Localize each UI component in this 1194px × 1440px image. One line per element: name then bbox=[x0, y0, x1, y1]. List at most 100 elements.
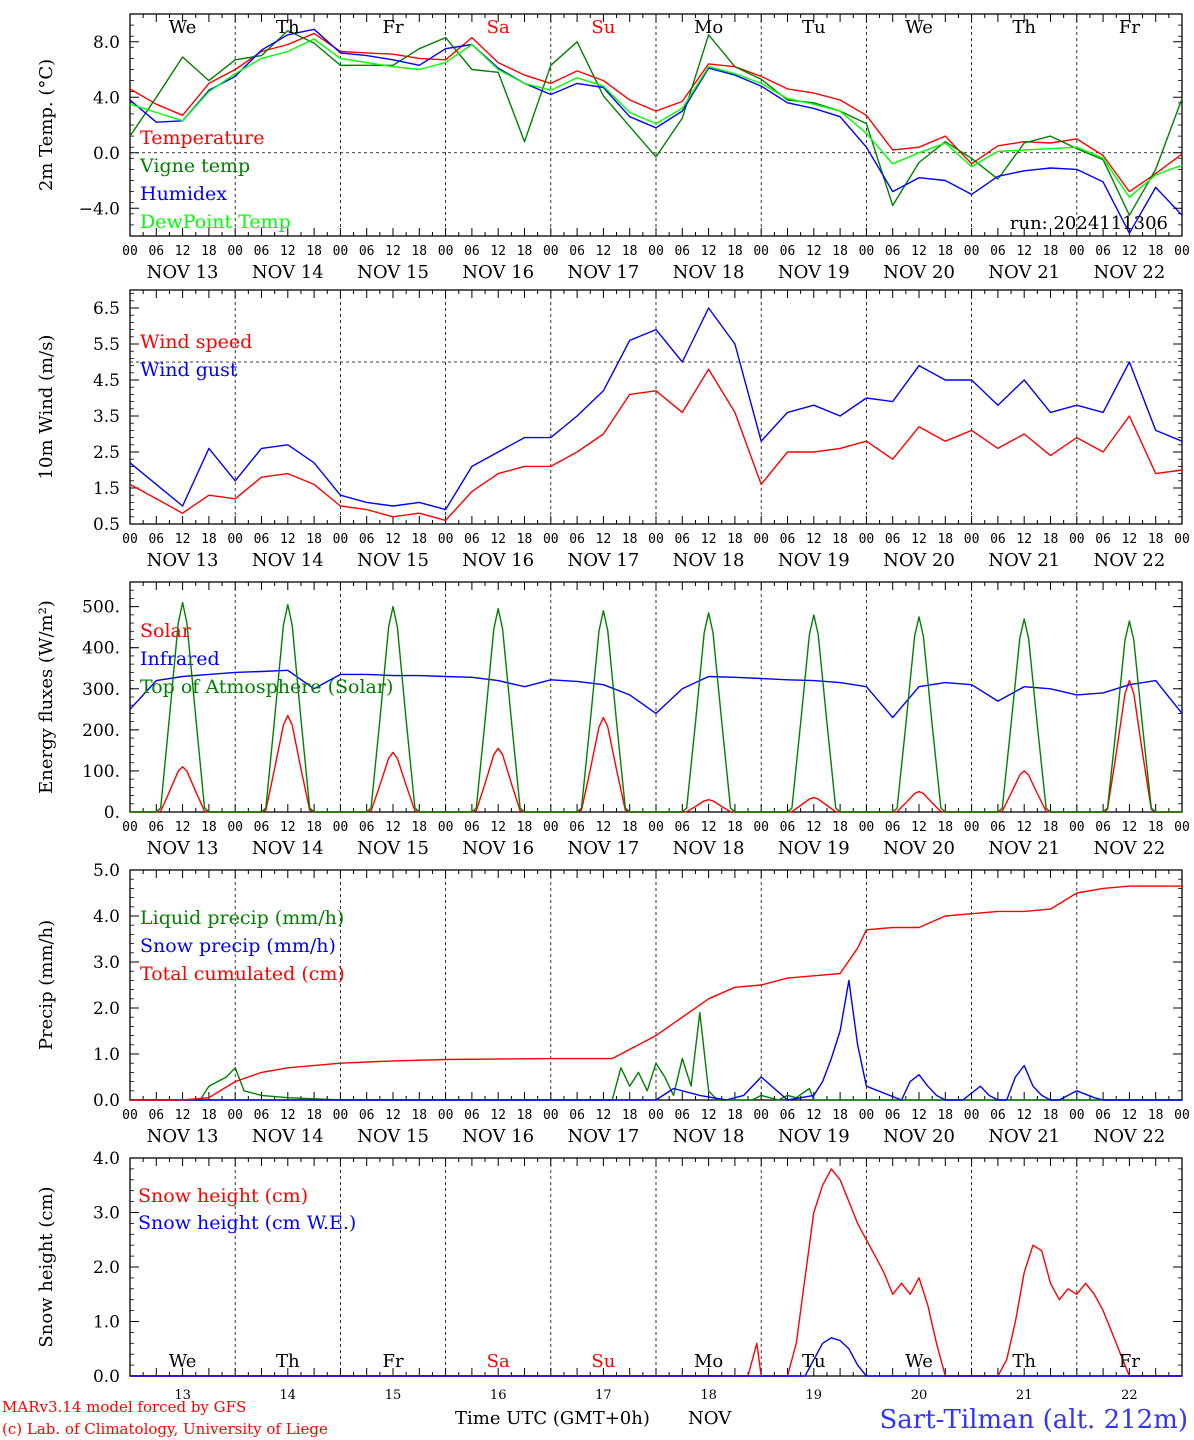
precip-ytick-label: 1.0 bbox=[93, 1045, 120, 1065]
wind-date-label: NOV 14 bbox=[252, 550, 324, 571]
energy-hour-label: 18 bbox=[306, 820, 322, 835]
temp-hour-label: 18 bbox=[832, 244, 848, 259]
panel-precip: 0.0 1.0 2.0 3.0 4.0 5.0 Precip (mm/h) Liquid pr… bbox=[36, 861, 1190, 1147]
precip-hour-label: 06 bbox=[359, 1108, 375, 1123]
model-credit: MARv3.14 model forced by GFS bbox=[2, 1398, 246, 1416]
temp-hour-label: 18 bbox=[1148, 244, 1164, 259]
wind-series-1 bbox=[129, 307, 1183, 511]
energy-hour-label: 12 bbox=[701, 820, 717, 835]
precip-hour-label: 06 bbox=[148, 1108, 164, 1123]
precip-hour-label: 18 bbox=[201, 1108, 217, 1123]
temp-hour-label: 00 bbox=[333, 244, 349, 259]
wind-hour-label: 06 bbox=[464, 532, 480, 547]
panel-temp: −4.0 0.0 4.0 8.0 2m Temp. (°C) Temperature Vig… bbox=[36, 13, 1190, 283]
bottom-day-label: 15 bbox=[385, 1388, 402, 1403]
energy-hour-label: 06 bbox=[1095, 820, 1111, 835]
temp-weekday-label: Fr bbox=[382, 17, 403, 38]
temp-hour-label: 06 bbox=[780, 244, 796, 259]
month-label: NOV bbox=[688, 1408, 732, 1429]
temp-hour-label: 18 bbox=[306, 244, 322, 259]
temp-date-label: NOV 18 bbox=[673, 262, 745, 283]
precip-date-label: NOV 13 bbox=[147, 1126, 219, 1147]
wind-hour-label: 12 bbox=[1122, 532, 1138, 547]
energy-hour-label: 06 bbox=[148, 820, 164, 835]
precip-series-0 bbox=[130, 1011, 1182, 1101]
wind-hour-label: 00 bbox=[1069, 532, 1085, 547]
temp-weekday-label: Su bbox=[591, 17, 615, 38]
precip-hour-label: 00 bbox=[438, 1108, 454, 1123]
temp-series-0 bbox=[129, 32, 1183, 193]
temp-hour-label: 06 bbox=[885, 244, 901, 259]
temp-hour-label: 00 bbox=[648, 244, 664, 259]
snow-weekday-label: We bbox=[169, 1351, 197, 1372]
wind-legend-1: Wind gust bbox=[140, 359, 238, 381]
energy-ytick-label: 500. bbox=[82, 598, 120, 618]
temp-hour-label: 06 bbox=[148, 244, 164, 259]
wind-ytick-label: 4.5 bbox=[93, 371, 120, 391]
precip-date-label: NOV 16 bbox=[462, 1126, 534, 1147]
precip-hour-label: 18 bbox=[832, 1108, 848, 1123]
snow-weekday-label: Th bbox=[1012, 1351, 1036, 1372]
precip-hour-label: 00 bbox=[648, 1108, 664, 1123]
bottom-day-label: 19 bbox=[806, 1388, 823, 1403]
energy-ytick-label: 400. bbox=[82, 639, 120, 659]
wind-hour-label: 06 bbox=[1095, 532, 1111, 547]
snow-ylabel: Snow height (cm) bbox=[36, 1186, 57, 1347]
precip-ytick-label: 2.0 bbox=[93, 999, 120, 1019]
precip-hour-label: 18 bbox=[1148, 1108, 1164, 1123]
precip-hour-label: 18 bbox=[727, 1108, 743, 1123]
energy-hour-label: 18 bbox=[622, 820, 638, 835]
precip-hour-label: 12 bbox=[1016, 1108, 1032, 1123]
energy-hour-label: 00 bbox=[648, 820, 664, 835]
bottom-day-label: 17 bbox=[595, 1388, 612, 1403]
snow-series-1 bbox=[130, 1337, 1182, 1377]
wind-legend-0: Wind speed bbox=[140, 331, 252, 353]
bottom-day-label: 14 bbox=[280, 1388, 297, 1403]
wind-date-label: NOV 18 bbox=[673, 550, 745, 571]
wind-hour-label: 18 bbox=[937, 532, 953, 547]
temp-date-label: NOV 19 bbox=[778, 262, 850, 283]
temp-hour-label: 18 bbox=[201, 244, 217, 259]
temp-hour-label: 18 bbox=[411, 244, 427, 259]
energy-hour-label: 18 bbox=[727, 820, 743, 835]
temp-weekday-label: Mo bbox=[694, 17, 723, 38]
energy-hour-label: 18 bbox=[201, 820, 217, 835]
precip-hour-label: 06 bbox=[674, 1108, 690, 1123]
precip-hour-label: 18 bbox=[622, 1108, 638, 1123]
energy-hour-label: 00 bbox=[227, 820, 243, 835]
precip-hour-label: 12 bbox=[385, 1108, 401, 1123]
temp-hour-label: 12 bbox=[911, 244, 927, 259]
energy-hour-label: 12 bbox=[806, 820, 822, 835]
temp-series-2 bbox=[129, 28, 1183, 234]
temp-hour-label: 00 bbox=[122, 244, 138, 259]
wind-hour-label: 06 bbox=[780, 532, 796, 547]
energy-date-label: NOV 18 bbox=[673, 838, 745, 859]
energy-hour-label: 06 bbox=[780, 820, 796, 835]
temp-hour-label: 18 bbox=[622, 244, 638, 259]
temp-hour-label: 06 bbox=[1095, 244, 1111, 259]
precip-hour-label: 00 bbox=[859, 1108, 875, 1123]
temp-hour-label: 00 bbox=[859, 244, 875, 259]
precip-date-label: NOV 22 bbox=[1093, 1126, 1165, 1147]
bottom-day-label: 13 bbox=[174, 1388, 191, 1403]
precip-hour-label: 00 bbox=[227, 1108, 243, 1123]
energy-legend-1: Infrared bbox=[140, 648, 220, 670]
energy-hour-label: 18 bbox=[832, 820, 848, 835]
precip-hour-label: 12 bbox=[911, 1108, 927, 1123]
temp-weekday-label: Sa bbox=[487, 17, 510, 38]
precip-ytick-label: 4.0 bbox=[93, 907, 120, 927]
wind-hour-label: 18 bbox=[411, 532, 427, 547]
precip-legend-2: Total cumulated (cm) bbox=[140, 963, 345, 985]
precip-hour-label: 00 bbox=[753, 1108, 769, 1123]
wind-hour-label: 12 bbox=[175, 532, 191, 547]
temp-hour-label: 06 bbox=[990, 244, 1006, 259]
precip-hour-label: 06 bbox=[464, 1108, 480, 1123]
energy-hour-label: 18 bbox=[517, 820, 533, 835]
temp-date-label: NOV 17 bbox=[567, 262, 639, 283]
energy-date-label: NOV 20 bbox=[883, 838, 955, 859]
energy-hour-label: 12 bbox=[1016, 820, 1032, 835]
temp-date-label: NOV 15 bbox=[357, 262, 429, 283]
energy-hour-label: 06 bbox=[359, 820, 375, 835]
energy-hour-label: 00 bbox=[438, 820, 454, 835]
wind-series-0 bbox=[129, 368, 1183, 522]
